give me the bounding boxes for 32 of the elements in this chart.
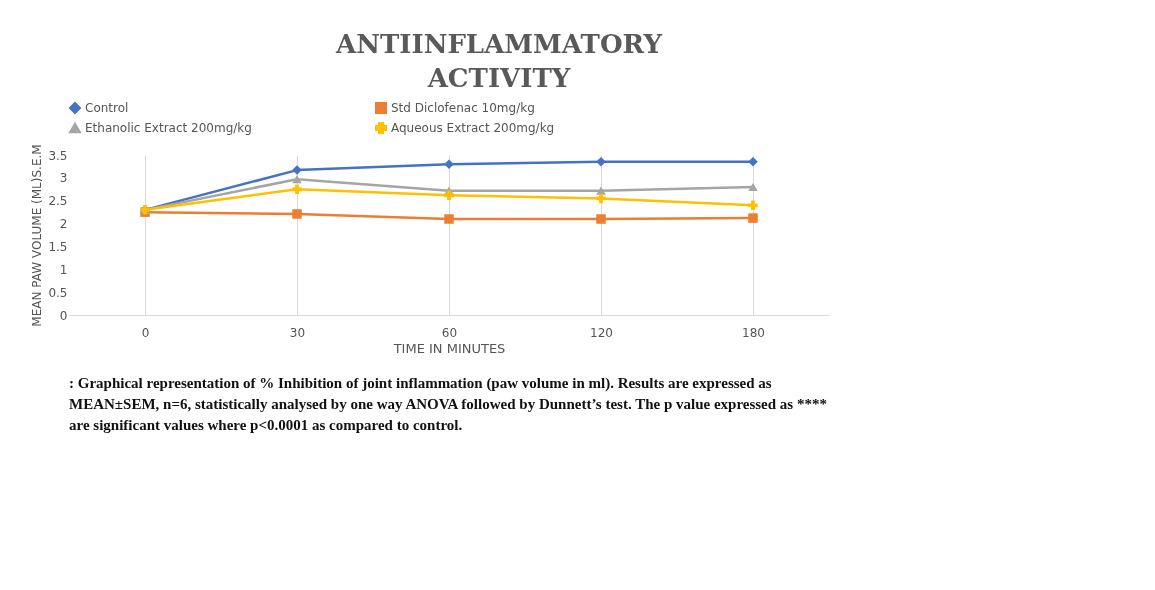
point: [292, 184, 302, 195]
x-tick-label: 120: [590, 325, 613, 340]
point: [292, 175, 302, 184]
x-axis-title: TIME IN MINUTES: [392, 340, 506, 356]
y-tick-label: 0.5: [48, 285, 68, 300]
x-tick-label: 180: [742, 325, 765, 340]
y-tick-label: 2.5: [48, 194, 68, 209]
point: [748, 213, 758, 223]
text: : Graphical representation of % Inhibition of joint inflammation (paw volume in ml). Results are expressed as MEAN±SEM, n=6, statistically analysed by one way ANOVA followed by Dunnett’s test. The p value expressed as **** are significant values where p<0.0001 as compared to control.: [69, 374, 827, 433]
x-tick-label: 30: [289, 325, 306, 340]
y-tick-label: 3.5: [48, 148, 68, 163]
point: [748, 182, 758, 192]
legend-label: Ethanolic Extract 200mg/kg: [85, 121, 252, 135]
y-axis-title: MEAN PAW VOLUME (ML)S.E.M: [30, 144, 45, 327]
y-tick-label: 2: [59, 217, 68, 232]
point: [596, 186, 606, 195]
y-tick-label: 3: [59, 171, 68, 186]
point: [748, 200, 758, 211]
point: [444, 214, 454, 224]
point: [444, 190, 454, 200]
y-tick-label: 1.5: [48, 239, 68, 254]
legend-label: Control: [85, 101, 129, 115]
y-tick-label: 0: [59, 308, 68, 323]
legend-label: Aqueous Extract 200mg/kg: [391, 121, 555, 135]
point: [596, 214, 606, 224]
point: [596, 193, 606, 204]
chart-title: ANTIINFLAMMATORY ACTIVITY: [335, 29, 663, 93]
legend-label: Std Diclofenac 10mg/kg: [391, 101, 535, 115]
y-tick-label: 1: [59, 262, 68, 277]
x-tick-label: 60: [441, 325, 458, 340]
x-tick-label: 0: [141, 325, 150, 340]
point: [292, 209, 302, 219]
